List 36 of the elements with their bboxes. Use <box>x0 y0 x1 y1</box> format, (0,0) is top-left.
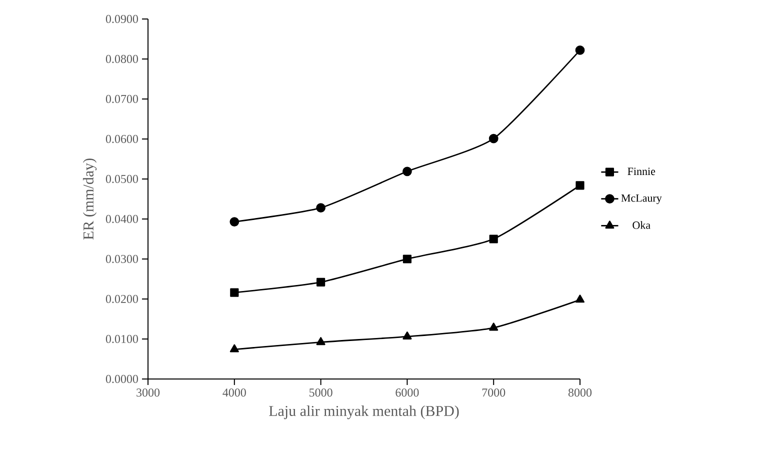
x-tick-label: 4000 <box>222 388 246 397</box>
point <box>402 331 412 340</box>
point <box>316 278 326 286</box>
y-tick-label: 0.0000 <box>106 374 138 384</box>
legend-label: Oka <box>632 221 650 229</box>
point <box>230 217 240 226</box>
y-tick-label: 0.0400 <box>106 214 138 224</box>
y-tick-label: 0.0300 <box>106 254 138 264</box>
point <box>316 337 326 346</box>
point <box>489 234 498 244</box>
point <box>402 166 412 176</box>
point <box>575 45 585 55</box>
point <box>489 322 498 331</box>
point <box>230 344 239 352</box>
legend-label: McLaury <box>621 194 662 204</box>
x-tick-label: 5000 <box>309 388 332 397</box>
legend-label: Finnie <box>628 168 656 176</box>
x-tick-label: 7000 <box>482 388 506 397</box>
point <box>488 134 498 144</box>
y-tick-label: 0.0500 <box>106 174 138 184</box>
y-tick-label: 0.0700 <box>106 94 138 104</box>
y-tick-label: 0.0600 <box>106 134 138 144</box>
point <box>576 181 584 190</box>
x-tick-label: 8000 <box>568 388 592 397</box>
y-tick-label: 0.0900 <box>106 14 138 24</box>
x-tick-label: 6000 <box>396 388 419 397</box>
point <box>230 288 239 297</box>
point <box>402 254 412 264</box>
x-tick-label: 3000 <box>136 388 160 397</box>
x-axis-title: Laju alir minyak mentah (BPD) <box>269 405 459 420</box>
y-tick-label: 0.0800 <box>106 54 138 64</box>
point <box>316 203 326 212</box>
y-tick-label: 0.0100 <box>106 334 138 344</box>
y-axis-title: ER (mm/day) <box>82 158 97 240</box>
y-tick-label: 0.0200 <box>106 294 138 304</box>
point <box>575 294 585 303</box>
